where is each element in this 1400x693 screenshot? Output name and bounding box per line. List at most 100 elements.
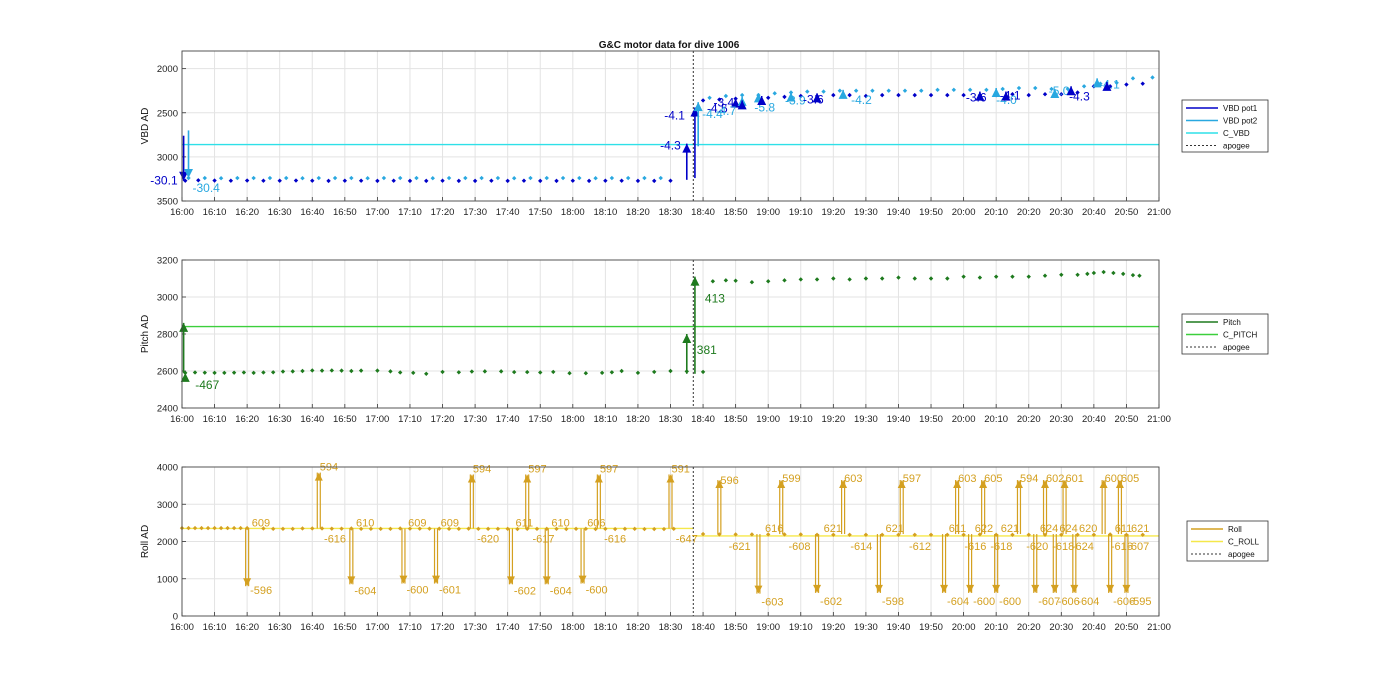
move-arrowhead <box>940 584 949 593</box>
data-point <box>658 175 663 181</box>
move-arrowhead <box>1102 81 1112 91</box>
x-tick-label: 16:10 <box>203 622 227 633</box>
data-point <box>270 526 276 532</box>
move-arrowhead <box>1070 584 1079 593</box>
x-tick-label: 20:10 <box>984 622 1008 633</box>
data-point <box>479 175 484 181</box>
data-point <box>293 178 299 183</box>
data-point <box>397 526 403 531</box>
data-point <box>710 279 716 284</box>
data-point <box>609 370 615 375</box>
move-label: 594 <box>473 463 491 475</box>
move-label: -3.6 <box>966 91 987 105</box>
data-point <box>671 526 676 532</box>
move-label: 622 <box>975 523 993 535</box>
x-tick-label: 19:00 <box>756 207 780 218</box>
axes-box <box>181 259 1160 409</box>
x-tick-label: 17:20 <box>431 622 455 633</box>
data-point <box>1042 273 1048 278</box>
legend-label: Roll <box>1228 525 1242 534</box>
x-tick-label: 20:30 <box>1049 207 1073 218</box>
x-tick-label: 20:30 <box>1049 414 1073 425</box>
data-point <box>863 532 869 537</box>
data-point <box>847 277 852 282</box>
data-point <box>482 369 488 374</box>
data-point <box>707 95 712 100</box>
x-tick-label: 17:30 <box>463 414 487 425</box>
data-point <box>525 369 530 375</box>
move-label: -617 <box>532 533 554 545</box>
move-arrowhead <box>975 91 985 101</box>
x-tick-label: 17:40 <box>496 622 520 633</box>
data-point <box>912 276 917 281</box>
move-arrowhead <box>1041 480 1050 489</box>
x-tick-label: 18:10 <box>593 414 617 425</box>
move-arrowhead <box>737 100 747 110</box>
data-point <box>863 276 869 281</box>
data-point <box>603 526 608 532</box>
move-label: -595 <box>1129 596 1151 608</box>
x-tick-label: 19:30 <box>854 414 878 425</box>
data-point <box>593 526 598 532</box>
move-label: 594 <box>320 462 338 474</box>
data-point <box>619 368 624 374</box>
data-point <box>316 175 321 181</box>
legend-label: VBD pot1 <box>1223 104 1258 113</box>
data-point <box>280 369 286 374</box>
data-point <box>1010 92 1015 97</box>
x-tick-label: 18:50 <box>724 414 748 425</box>
data-point <box>1016 85 1022 91</box>
move-label: -596 <box>250 585 272 597</box>
data-point <box>186 525 191 531</box>
x-tick-label: 20:50 <box>1115 207 1139 218</box>
y-tick-label: 3000 <box>157 293 178 304</box>
move-arrowhead <box>1060 480 1069 489</box>
move-arrowhead <box>690 276 700 286</box>
data-point <box>310 526 315 531</box>
move-arrowhead <box>874 584 883 593</box>
move-label: -601 <box>439 585 461 597</box>
x-tick-label: 20:00 <box>952 414 976 425</box>
x-tick-label: 19:40 <box>887 207 911 218</box>
data-point <box>831 92 836 98</box>
x-tick-label: 20:20 <box>1017 414 1041 425</box>
move-arrowhead <box>1092 78 1102 88</box>
x-tick-label: 17:50 <box>528 622 552 633</box>
data-point <box>1081 84 1087 89</box>
data-point <box>603 178 608 183</box>
y-axis-label: Pitch AD <box>140 315 151 353</box>
data-point <box>928 276 934 281</box>
move-label: -621 <box>729 541 751 553</box>
move-arrowhead <box>757 96 767 105</box>
x-tick-label: 19:20 <box>821 414 845 425</box>
data-point <box>1140 81 1145 86</box>
y-tick-label: 3200 <box>157 256 178 267</box>
x-tick-label: 18:10 <box>593 207 617 218</box>
data-point <box>329 368 335 373</box>
data-point <box>599 370 605 376</box>
data-point <box>231 525 237 531</box>
x-tick-label: 19:10 <box>789 414 813 425</box>
move-label: -616 <box>964 541 986 553</box>
data-point <box>349 175 354 181</box>
data-point <box>228 178 234 183</box>
x-tick-label: 19:20 <box>821 622 845 633</box>
move-arrowhead <box>1001 91 1011 101</box>
data-point <box>407 526 413 531</box>
data-point <box>397 370 403 375</box>
data-point <box>1042 532 1048 537</box>
x-tick-label: 17:00 <box>366 622 390 633</box>
x-tick-label: 19:10 <box>789 207 813 218</box>
data-point <box>1101 269 1106 275</box>
move-label: -618 <box>1052 541 1074 553</box>
x-tick-label: 20:40 <box>1082 414 1106 425</box>
x-tick-label: 20:10 <box>984 207 1008 218</box>
data-point <box>300 526 305 531</box>
data-point <box>388 369 393 374</box>
data-point <box>635 178 641 184</box>
move-label: 591 <box>672 463 690 475</box>
data-point <box>766 95 771 100</box>
